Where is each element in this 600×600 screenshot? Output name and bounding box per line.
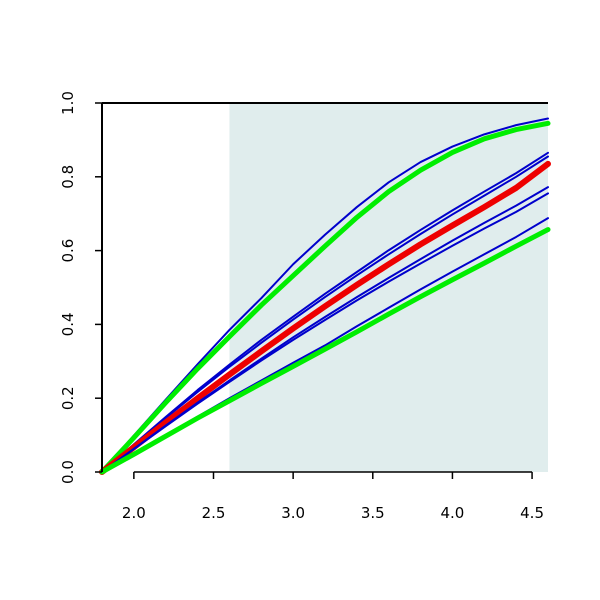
series-line-3 [101,151,549,473]
series-line-2 [99,120,551,475]
x-tick-label: 2.0 [122,504,146,522]
y-tick-label: 0.2 [59,386,77,410]
y-tick-label: 0.6 [59,239,77,263]
y-tick-label: 0.8 [59,165,77,189]
y-tick-label: 0.4 [59,312,77,336]
series-layer [99,117,551,475]
x-tick-label: 4.0 [440,504,464,522]
x-tick-label: 4.5 [520,504,544,522]
series-line-5 [99,160,551,475]
y-tick-label: 0.0 [59,460,77,484]
series-line-7 [101,192,549,473]
x-tick-label: 3.5 [361,504,385,522]
x-tick-label: 2.5 [202,504,226,522]
y-tick-label: 1.0 [59,91,77,115]
axis-layer: 2.0 2.5 3.0 3.5 4.0 4.5 0.0 0.2 0.4 0.6 0.8 1.0 [59,91,548,522]
series-line-9 [99,227,551,475]
x-tick-label: 3.0 [281,504,305,522]
series-line-4 [101,155,549,473]
